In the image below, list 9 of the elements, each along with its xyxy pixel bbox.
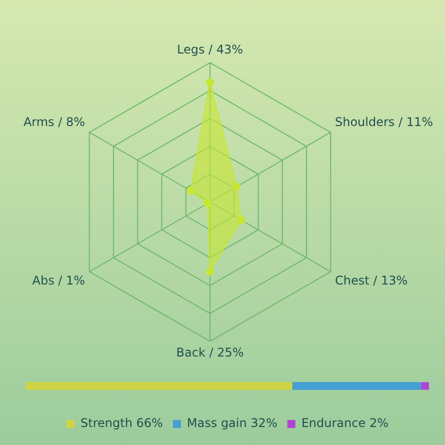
- spoke-label: Abs / 1%: [32, 273, 86, 288]
- spoke-label: Back / 25%: [176, 346, 244, 360]
- spoke-label: Arms / 8%: [23, 114, 86, 129]
- legend-label: Endurance 2%: [301, 416, 388, 430]
- spoke-label: Chest / 13%: [334, 273, 408, 288]
- legend-label: Mass gain 32%: [186, 416, 278, 430]
- legend-label: Strength 66%: [80, 416, 163, 430]
- spoke-label: Legs / 43%: [176, 42, 244, 57]
- spoke-label: Shoulders / 11%: [334, 114, 434, 129]
